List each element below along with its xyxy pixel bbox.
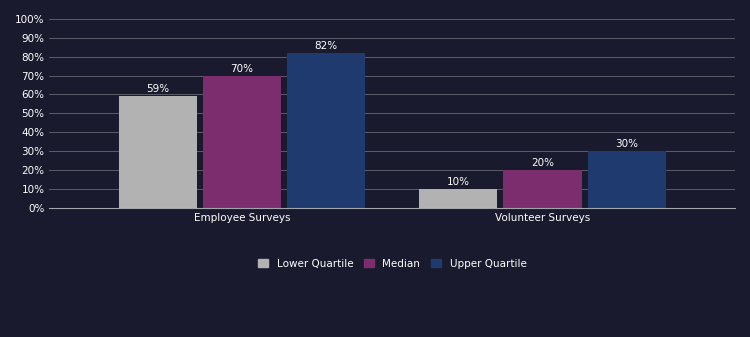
Bar: [287, 53, 365, 208]
Text: 10%: 10%: [447, 177, 470, 187]
Bar: [588, 151, 666, 208]
Bar: [503, 170, 582, 208]
Bar: [118, 96, 196, 208]
Bar: [202, 75, 281, 208]
Text: 82%: 82%: [314, 41, 338, 51]
Text: 70%: 70%: [230, 64, 254, 74]
Bar: [419, 189, 497, 208]
Text: 59%: 59%: [146, 85, 170, 94]
Legend: Lower Quartile, Median, Upper Quartile: Lower Quartile, Median, Upper Quartile: [254, 254, 530, 273]
Text: 20%: 20%: [531, 158, 554, 168]
Text: 30%: 30%: [615, 139, 638, 149]
